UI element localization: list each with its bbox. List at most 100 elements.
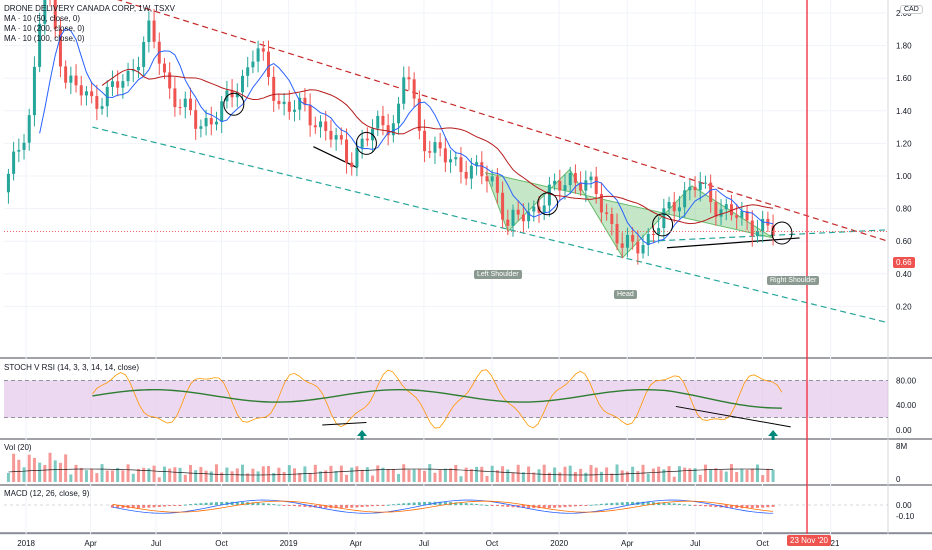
volume-bar [714, 468, 718, 482]
candle-body [532, 206, 536, 212]
macd-histogram-bar [469, 503, 473, 505]
candle-body [745, 211, 749, 221]
volume-bar [719, 470, 723, 482]
macd-histogram-bar [235, 501, 239, 505]
macd-histogram-bar [443, 501, 447, 505]
volume-bar [334, 471, 338, 482]
price-tick-label: 0.40 [896, 270, 912, 279]
macd-histogram-bar [750, 505, 754, 509]
volume-bar [152, 465, 156, 482]
volume-bar [636, 471, 640, 482]
candle-body [365, 138, 369, 141]
currency-button[interactable]: CAD [900, 5, 923, 14]
macd-histogram-bar [371, 505, 375, 507]
highlight-circle [652, 213, 674, 237]
macd-histogram-bar [542, 505, 546, 509]
volume-bar [131, 473, 135, 482]
volume-bar [110, 470, 114, 482]
macd-histogram-bar [152, 505, 156, 508]
candle-body [683, 190, 687, 208]
volume-bar [58, 462, 62, 482]
volume-bar [360, 469, 364, 482]
macd-histogram-bar [703, 505, 707, 507]
macd-histogram-bar [386, 504, 390, 506]
macd-histogram-bar [282, 505, 286, 506]
volume-bar [69, 474, 73, 482]
candle-body [397, 103, 401, 124]
candle-body [568, 173, 572, 186]
candle-body [667, 202, 671, 209]
volume-bar [724, 471, 728, 482]
candle-body [64, 66, 68, 83]
volume-bar [350, 467, 354, 482]
macd-histogram-bar [537, 505, 541, 509]
stoch-divergence-line [675, 405, 791, 428]
volume-bar [532, 472, 536, 482]
candle-body [220, 101, 224, 122]
volume-bar [428, 464, 432, 482]
volume-bar [173, 467, 177, 482]
ma-200-legend: MA · 10 (200, close, 0) [4, 24, 85, 33]
macd-histogram-bar [547, 505, 551, 508]
volume-bar [464, 467, 468, 482]
macd-histogram-bar [397, 503, 401, 505]
volume-bar [17, 459, 21, 482]
volume-bar [136, 468, 140, 482]
macd-histogram-bar [735, 505, 739, 509]
volume-bar [272, 473, 276, 482]
volume-bar [771, 469, 775, 482]
candle-body [563, 185, 567, 191]
ma-50-line [39, 27, 774, 245]
volume-bar [246, 473, 250, 482]
macd-histogram-bar [136, 505, 140, 509]
volume-bar [625, 471, 629, 482]
volume-bar [521, 472, 525, 482]
volume-title: Vol (20) [4, 443, 32, 452]
candle-body [542, 205, 546, 213]
x-tick-label: Oct [486, 539, 499, 548]
volume-bar [568, 465, 572, 482]
candle-body [599, 193, 603, 213]
candle-body [417, 98, 421, 131]
candle-body [412, 79, 416, 99]
macd-histogram-bar [339, 505, 343, 509]
volume-bar [116, 467, 120, 482]
macd-histogram-bar [376, 505, 380, 506]
volume-bar [402, 464, 406, 482]
macd-histogram-bar [724, 505, 728, 508]
volume-bar [79, 467, 83, 482]
volume-bar [38, 462, 42, 482]
volume-bar [319, 471, 323, 482]
macd-histogram-bar [355, 505, 359, 508]
volume-bar [584, 472, 588, 482]
macd-histogram-bar [714, 505, 718, 508]
candle-body [293, 109, 297, 112]
candle-body [631, 234, 635, 242]
candle-body [355, 147, 359, 168]
macd-histogram-bar [116, 505, 120, 508]
candle-body [719, 209, 723, 217]
macd-histogram-bar [683, 504, 687, 506]
candle-body [454, 157, 458, 160]
candle-body [516, 209, 520, 215]
candle-body [240, 75, 244, 93]
volume-bar [433, 472, 437, 482]
macd-tick-label: 0.00 [896, 501, 912, 510]
price-tick-label: 1.20 [896, 139, 912, 148]
volume-bar [251, 468, 255, 482]
candle-body [17, 149, 21, 152]
macd-histogram-bar [214, 502, 218, 505]
volume-bar [100, 464, 104, 482]
macd-histogram-bar [412, 502, 416, 505]
candle-body [188, 98, 192, 111]
candle-body [251, 61, 255, 68]
volume-bar [423, 470, 427, 482]
candle-body [204, 118, 208, 127]
candle-body [360, 138, 364, 148]
macd-histogram-bar [568, 505, 572, 507]
volume-bar [74, 464, 78, 482]
highlight-circle [771, 221, 793, 245]
macd-histogram-bar [495, 505, 499, 506]
macd-line [112, 499, 774, 514]
